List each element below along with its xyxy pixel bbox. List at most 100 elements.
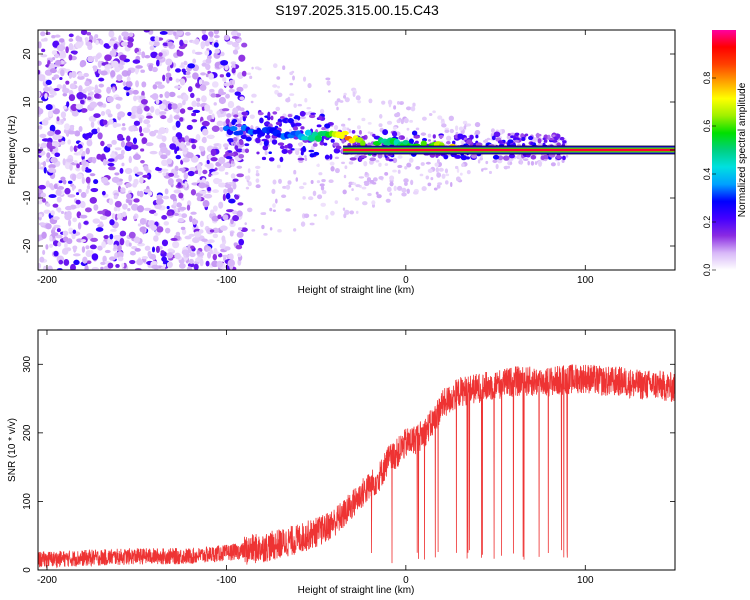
spectrogram-cell <box>193 263 199 270</box>
spectrogram-cell <box>199 84 207 91</box>
spectrogram-cell <box>59 76 63 81</box>
spectrogram-cell <box>135 80 139 88</box>
spectrogram-cell <box>135 65 143 69</box>
spectrogram-cell <box>226 72 231 78</box>
spectrogram-cell <box>181 228 187 235</box>
spectrogram-cell <box>118 35 122 43</box>
spectrogram-cell <box>153 235 159 242</box>
spectrogram-cell <box>76 203 81 209</box>
spectrogram-cell <box>455 176 461 182</box>
spectrogram-cell <box>272 111 278 115</box>
spectrogram-cell <box>302 145 306 152</box>
spectrogram-cell <box>89 91 94 96</box>
spectrogram-cell <box>343 213 347 219</box>
spectrogram-cell <box>48 164 56 169</box>
spectrogram-cell <box>304 129 312 136</box>
snr-x-axis-label: Height of straight line (km) <box>298 585 415 596</box>
spectrogram-cell <box>343 92 347 96</box>
spectrogram-cell <box>226 113 232 118</box>
spectrogram-cell <box>272 203 276 208</box>
spectrogram-cell <box>543 139 548 143</box>
spectrogram-cell <box>38 41 42 49</box>
spectrogram-cell <box>192 72 199 80</box>
spectrogram-cell <box>222 214 229 221</box>
colorbar-tick-label: 0.8 <box>702 72 712 85</box>
spectrogram-cell <box>212 205 218 212</box>
spectrogram-cell <box>302 196 306 200</box>
spectrogram-cell <box>287 180 292 185</box>
spectrogram-cell <box>425 161 431 165</box>
snr-y-tick-label: 100 <box>22 493 33 510</box>
spectrogram-cell <box>80 191 87 199</box>
spectrogram-cell <box>438 167 444 172</box>
spectrogram-cell <box>69 145 74 152</box>
spectrogram-cell <box>182 147 189 152</box>
spectrogram-cell <box>437 182 443 186</box>
spectrogram-cell <box>120 140 125 148</box>
spectrogram-cell <box>389 175 395 181</box>
spectrogram-cell <box>77 151 82 156</box>
spectrogram-cell <box>240 134 247 140</box>
spectrogram-cell <box>45 223 52 230</box>
spectrogram-cell <box>48 94 55 98</box>
spectrogram-cell <box>143 30 150 33</box>
spectrogram-cell <box>39 256 45 263</box>
spectrogram-cell <box>284 145 289 149</box>
spectrogram-cell <box>133 95 137 102</box>
spectrogram-cell <box>249 114 255 119</box>
spectrogram-cell <box>72 229 77 234</box>
spectrogram-cell <box>146 123 151 128</box>
spectrogram-cell <box>287 149 293 154</box>
spectrogram-cell <box>64 123 70 131</box>
spectrogram-cell <box>126 135 131 142</box>
spectrogram-cell <box>188 233 195 237</box>
spectrogram-cell <box>438 134 444 139</box>
spectrogram-cell <box>144 245 151 251</box>
spectrogram-cell <box>104 249 111 254</box>
spectrogram-cell <box>136 205 145 213</box>
spectrogram-cell <box>244 222 247 226</box>
spectrogram-cell <box>178 263 186 269</box>
spectrogram-cell <box>224 63 229 71</box>
spectrogram-cell <box>185 142 191 146</box>
spectrogram-cell <box>104 54 112 62</box>
spectrogram-cell <box>436 184 441 189</box>
spectrogram-cell <box>86 233 94 240</box>
spectrogram-cell <box>559 136 565 141</box>
spectrogram-cell <box>60 50 66 58</box>
spectrogram-cell <box>44 117 51 121</box>
spectrogram-cell <box>236 165 243 169</box>
colorbar-tick-label: 0.2 <box>702 216 712 229</box>
spectrogram-cell <box>230 61 237 65</box>
spectrogram-cell <box>408 157 414 163</box>
spectrogram-cell <box>312 190 317 197</box>
spectrogram-cell <box>219 243 226 249</box>
spectrogram-cell <box>287 118 294 124</box>
spectrogram-cell <box>549 138 555 141</box>
spectrogram-cell <box>116 206 121 212</box>
spectrogram-cell <box>154 108 161 116</box>
spectrogram-cell <box>125 80 133 88</box>
spectrogram-cell <box>239 107 245 112</box>
spectrogram-cell <box>38 200 43 205</box>
spectrogram-cell <box>133 166 139 174</box>
spectrogram-cell <box>49 63 55 68</box>
spectrogram-cell <box>125 141 134 147</box>
spectrogram-cell <box>174 165 179 172</box>
spectrogram-cell <box>75 35 81 42</box>
spectrogram-cell <box>348 184 352 188</box>
spectrogram-cell <box>154 81 163 85</box>
snr-y-axis-label: SNR (10 * v/v) <box>7 418 18 482</box>
spectrogram-cell <box>109 256 116 261</box>
spectrogram-cell <box>43 167 47 174</box>
spectrogram-cell <box>139 176 144 184</box>
spectrogram-cell <box>119 237 125 246</box>
spectrogram-cell <box>420 140 427 147</box>
spectrogram-cell <box>299 110 306 117</box>
spectrogram-cell <box>358 130 362 135</box>
spectrogram-cell <box>444 129 450 134</box>
spectrogram-cell <box>410 106 416 112</box>
spectrogram-cell <box>321 190 327 195</box>
spectrogram-cell <box>132 59 141 64</box>
spectrogram-cell <box>556 142 561 147</box>
